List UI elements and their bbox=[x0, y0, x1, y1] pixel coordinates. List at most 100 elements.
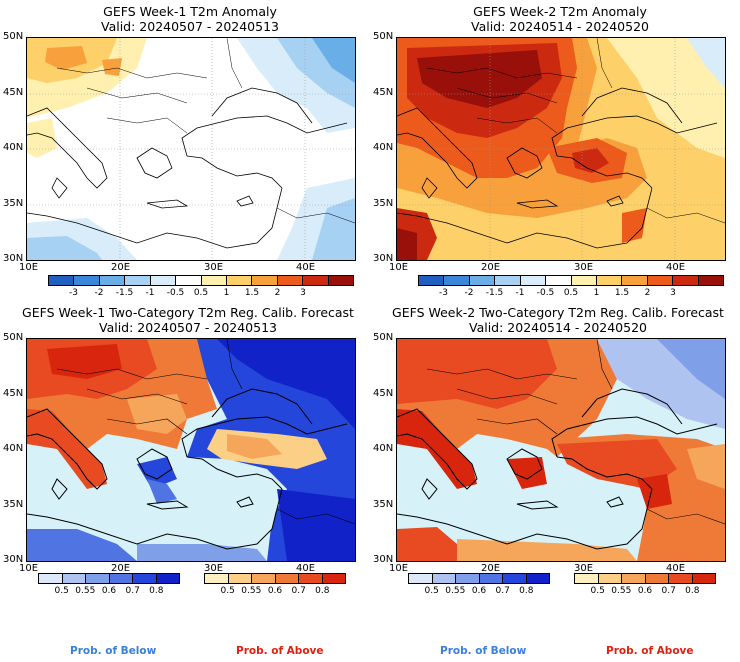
prob-below-label-week2: Prob. of Below bbox=[440, 645, 527, 657]
colorbar-label: 1.5 bbox=[244, 288, 260, 298]
colorbar-label: -3 bbox=[69, 288, 78, 298]
colorbar-swatch bbox=[697, 276, 724, 285]
colorbar-label: -0.5 bbox=[166, 288, 185, 298]
colorbar-swatch bbox=[251, 276, 277, 285]
colorbar-swatch bbox=[49, 276, 74, 285]
colorbar-swatch bbox=[545, 276, 571, 285]
colorbar-label: 0.5 bbox=[193, 288, 209, 298]
colorbar-label: 1 bbox=[223, 288, 230, 298]
map-week1-anomaly bbox=[26, 37, 356, 261]
colorbar-swatch bbox=[525, 574, 549, 583]
colorbar-label: -2 bbox=[464, 288, 474, 298]
colorbar-label: 0.7 bbox=[661, 586, 676, 596]
colorbar-label: 0.5 bbox=[220, 586, 235, 596]
title-week1-calib: GEFS Week-1 Two-Category T2m Reg. Calib.… bbox=[22, 305, 354, 335]
colorbar-label: 0.7 bbox=[125, 586, 140, 596]
prob-above-label-week2: Prob. of Above bbox=[606, 645, 694, 657]
colorbar-swatch bbox=[225, 276, 252, 285]
colorbar-label: 0.5 bbox=[590, 586, 605, 596]
colorbar-swatch bbox=[227, 574, 251, 583]
colorbar-label: 0.8 bbox=[149, 586, 164, 596]
colorbar-label: -1 bbox=[515, 288, 525, 298]
colorbar-swatch bbox=[621, 276, 647, 285]
title-week2-calib: GEFS Week-2 Two-Category T2m Reg. Calib.… bbox=[392, 305, 724, 335]
prob-above-label-week1: Prob. of Above bbox=[236, 645, 324, 657]
map-week2-calibrated bbox=[396, 338, 726, 562]
colorbar-label: 0.6 bbox=[471, 586, 487, 596]
colorbar-label: -1.5 bbox=[485, 288, 504, 298]
colorbar-swatch bbox=[595, 276, 622, 285]
colorbar-swatch bbox=[276, 276, 303, 285]
title-week1-anomaly: GEFS Week-1 T2m Anomaly Valid: 20240507 -… bbox=[100, 4, 279, 34]
below-colorbar-week2 bbox=[408, 573, 550, 584]
colorbar-swatch bbox=[443, 276, 469, 285]
colorbar-swatch bbox=[73, 276, 99, 285]
colorbar-swatch bbox=[468, 276, 495, 285]
colorbar-label: -0.5 bbox=[536, 288, 555, 298]
colorbar-swatch bbox=[200, 276, 226, 285]
colorbar-swatch bbox=[668, 574, 692, 583]
colorbar-swatch bbox=[502, 574, 526, 583]
colorbar-swatch bbox=[149, 276, 176, 285]
colorbar-label: 0.55 bbox=[611, 586, 632, 596]
colorbar-swatch bbox=[575, 574, 598, 583]
colorbar-label: 2 bbox=[274, 288, 281, 298]
colorbar-swatch bbox=[419, 276, 444, 285]
prob-below-label-week1: Prob. of Below bbox=[70, 645, 157, 657]
colorbar-label: 0.6 bbox=[637, 586, 653, 596]
colorbar-swatch bbox=[570, 276, 596, 285]
colorbar-label: 0.7 bbox=[495, 586, 510, 596]
colorbar-label: 0.7 bbox=[291, 586, 306, 596]
colorbar-label: -3 bbox=[439, 288, 448, 298]
colorbar-label: 0.55 bbox=[75, 586, 96, 596]
colorbar-swatch bbox=[39, 574, 62, 583]
colorbar-label: 0.8 bbox=[519, 586, 534, 596]
colorbar-swatch bbox=[691, 574, 715, 583]
anomaly-colorbar-week1 bbox=[48, 275, 354, 286]
colorbar-swatch bbox=[478, 574, 502, 583]
above-colorbar-week1 bbox=[204, 573, 346, 584]
title-week2-anomaly: GEFS Week-2 T2m Anomaly Valid: 20240514 -… bbox=[470, 4, 649, 34]
map-week2-anomaly bbox=[396, 37, 726, 261]
colorbar-label: -2 bbox=[94, 288, 104, 298]
colorbar-swatch bbox=[644, 574, 668, 583]
colorbar-label: -1 bbox=[145, 288, 155, 298]
colorbar-swatch bbox=[321, 574, 345, 583]
colorbar-swatch bbox=[621, 574, 645, 583]
colorbar-label: 0.5 bbox=[54, 586, 69, 596]
colorbar-swatch bbox=[124, 276, 150, 285]
colorbar-label: 1 bbox=[593, 288, 600, 298]
colorbar-label: 3 bbox=[670, 288, 676, 298]
colorbar-label: 0.8 bbox=[315, 586, 330, 596]
above-colorbar-week2 bbox=[574, 573, 716, 584]
colorbar-label: 3 bbox=[300, 288, 306, 298]
colorbar-label: 0.5 bbox=[424, 586, 439, 596]
colorbar-swatch bbox=[108, 574, 132, 583]
colorbar-swatch bbox=[672, 276, 698, 285]
colorbar-swatch bbox=[646, 276, 673, 285]
colorbar-label: 0.5 bbox=[563, 288, 579, 298]
colorbar-swatch bbox=[302, 276, 328, 285]
colorbar-swatch bbox=[175, 276, 201, 285]
colorbar-label: 0.6 bbox=[101, 586, 117, 596]
colorbar-swatch bbox=[85, 574, 109, 583]
colorbar-swatch bbox=[205, 574, 228, 583]
colorbar-swatch bbox=[298, 574, 322, 583]
colorbar-label: 0.55 bbox=[445, 586, 466, 596]
colorbar-swatch bbox=[132, 574, 156, 583]
colorbar-swatch bbox=[327, 276, 354, 285]
colorbar-label: 1.5 bbox=[614, 288, 630, 298]
colorbar-label: 0.8 bbox=[685, 586, 700, 596]
colorbar-swatch bbox=[597, 574, 621, 583]
colorbar-swatch bbox=[494, 276, 520, 285]
below-colorbar-week1 bbox=[38, 573, 180, 584]
colorbar-swatch bbox=[61, 574, 85, 583]
colorbar-label: -1.5 bbox=[115, 288, 134, 298]
colorbar-label: 2 bbox=[644, 288, 651, 298]
anomaly-colorbar-week2 bbox=[418, 275, 724, 286]
map-week1-calibrated bbox=[26, 338, 356, 562]
colorbar-label: 0.55 bbox=[241, 586, 262, 596]
colorbar-swatch bbox=[98, 276, 125, 285]
colorbar-swatch bbox=[519, 276, 546, 285]
colorbar-swatch bbox=[274, 574, 298, 583]
